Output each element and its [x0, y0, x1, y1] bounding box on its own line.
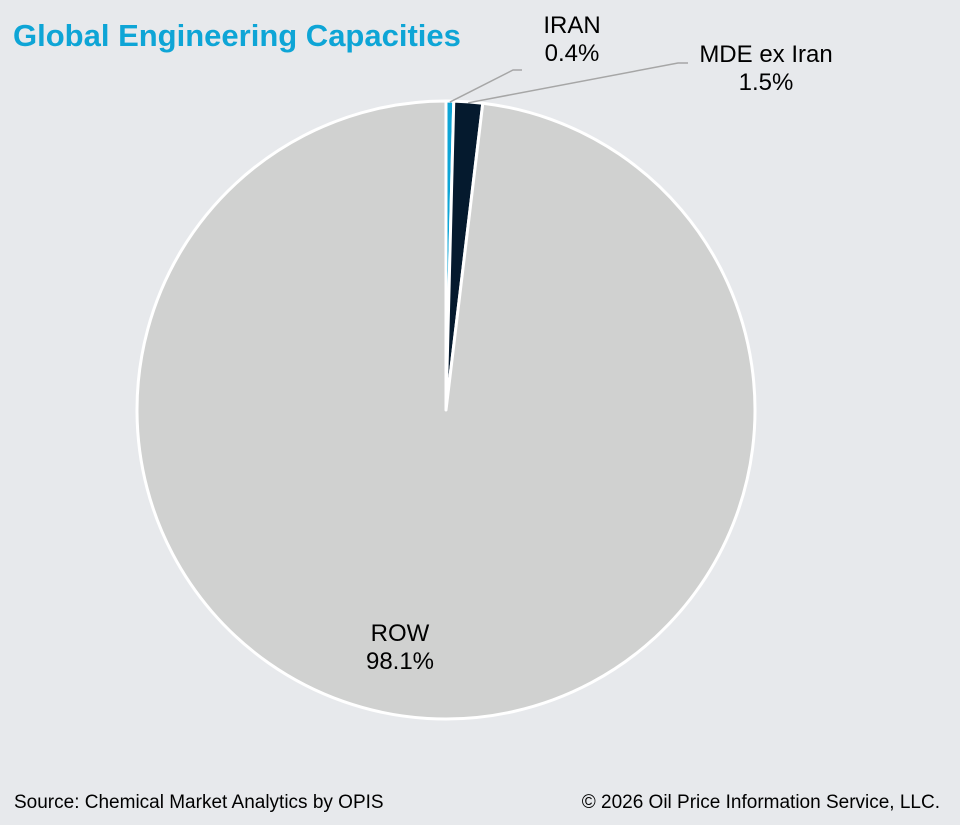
slice-label-row: ROW 98.1%: [340, 620, 460, 676]
slice-name: MDE ex Iran: [699, 41, 833, 68]
source-note: Source: Chemical Market Analytics by OPI…: [14, 792, 384, 813]
leader-line: [468, 62, 688, 104]
slice-value: 1.5%: [738, 69, 794, 96]
slice-name: ROW: [370, 620, 430, 647]
chart-title: Global Engineering Capacities: [13, 18, 461, 53]
slice-value: 0.4%: [544, 40, 600, 67]
slice-value: 98.1%: [365, 648, 435, 675]
slice-name: IRAN: [543, 12, 601, 39]
slice-label-mde: MDE ex Iran 1.5%: [686, 41, 846, 97]
slice-label-iran: IRAN 0.4%: [530, 12, 614, 68]
copyright-note: © 2026 Oil Price Information Service, LL…: [581, 792, 940, 813]
leader-line: [449, 69, 522, 103]
pie-slice-row: [135, 99, 757, 721]
